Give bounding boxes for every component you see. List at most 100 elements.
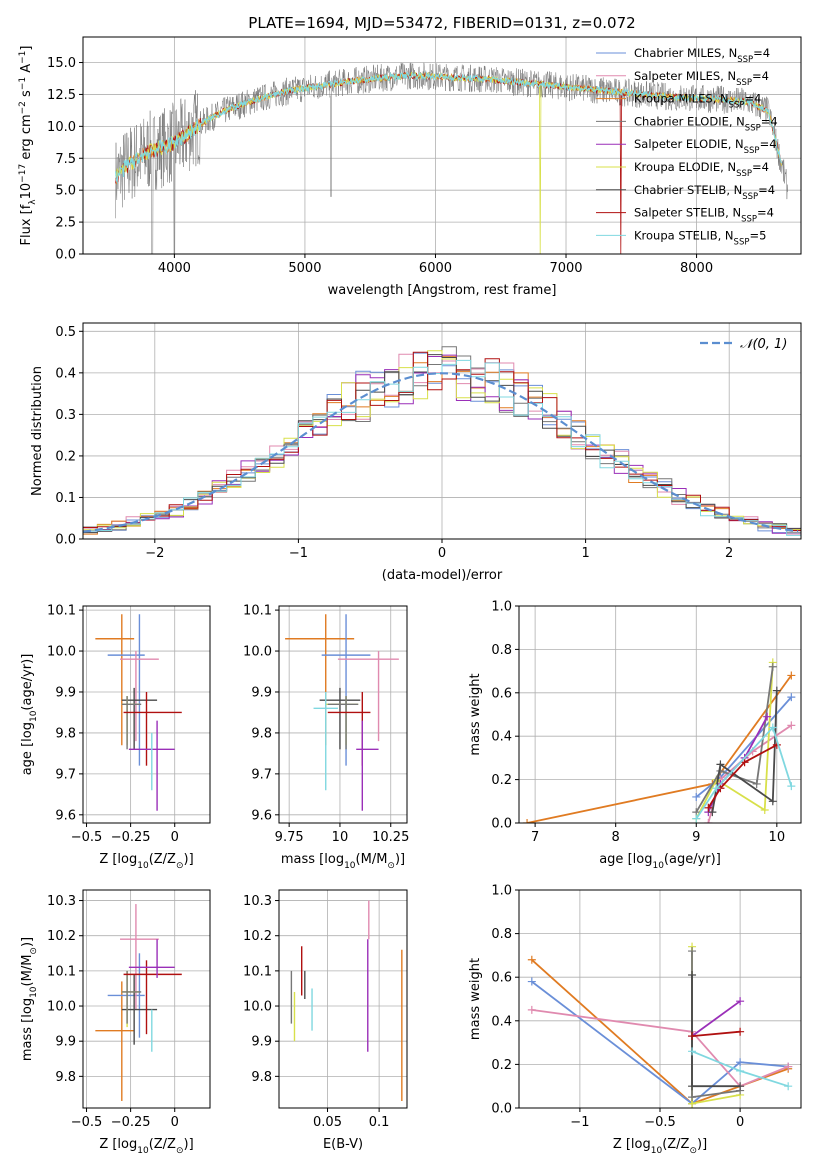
y-tick-label: 0.5 [55,325,76,340]
legend-label-sub: SSP [744,146,760,156]
marker-chabrier_stelib [768,797,777,806]
series-salpeter_elodie [691,1000,741,1037]
y-tick-label: 10.2 [47,929,76,944]
x-tick-label: 4000 [158,261,191,276]
series-salpeter_miles [531,1009,789,1088]
y-tick-label: 9.9 [55,1035,76,1050]
y-tick-label: 10.0 [47,120,76,135]
y-tick-label: 9.7 [251,767,272,782]
axis-label-part: ⊙ [176,861,184,871]
x-tick-label: 0.1 [369,1115,390,1130]
axis-label-part: 10 [137,1146,149,1156]
marker-kroupa_stelib [787,782,796,791]
axis-label-part: (age/yr)] [664,852,721,867]
x-tick-label: 9 [692,830,700,845]
y-tick-label: 15.0 [47,56,76,71]
axis-label: Z [log10(Z/Z⊙)] [99,852,193,871]
y-tick-label: 9.6 [55,808,76,823]
x-tick-label: −0.25 [111,1115,151,1130]
model-spectrum-kroupa_stelib [115,71,782,185]
y-tick-label: 0.0 [491,1102,512,1117]
residual-histogram-plot: −2 −1 0 1 2 0.0 0.1 0.2 0.3 0.4 0.5 𝒩(0, 1) (data-mo… [30,322,802,583]
marker-kroupa_stelib [736,1066,745,1075]
marker-chabrier_elodie [768,662,777,671]
y-tick-label: 10.1 [47,604,76,619]
y-tick-label: 9.7 [55,767,76,782]
series-chabrier_elodie [691,951,741,1099]
marker-kroupa_stelib [712,784,721,793]
x-tick-label: 9.75 [275,830,304,845]
y-tick-label: 0.2 [491,1058,512,1073]
legend-label-text: Salpeter STELIB, N [634,206,741,220]
marker-kroupa_stelib [692,814,701,823]
axis-label-part: 10 [29,710,39,722]
y-tick-label: 10.1 [243,604,272,619]
legend-label-text: Salpeter ELODIE, N [634,137,744,151]
axis-label-part: (Z/Z [149,1137,176,1152]
y-tick-label: 9.8 [55,1070,76,1085]
x-tick-label: 7 [531,830,539,845]
y-tick-label: 9.8 [55,726,76,741]
x-tick-label: 0 [171,830,179,845]
data-layer [527,942,793,1108]
marker-kroupa_miles [527,955,536,964]
x-tick-label: 10.25 [372,830,409,845]
marker-chabrier_miles [692,792,701,801]
y-tick-label: 0.4 [491,1014,512,1029]
axis-label-part: ⊙ [29,947,39,955]
y-tick-label: 0.1 [55,491,76,506]
x-tick-label: −0.5 [71,830,103,845]
y-tick-label: 10.0 [243,645,272,660]
axis-label: Z [log10(Z/Z⊙)] [613,1137,707,1156]
marker-salpeter_stelib [740,758,749,767]
axis-label-part: )] [697,1137,707,1152]
data-layer [83,346,801,537]
x-tick-label: −1 [289,546,308,561]
y-tick-label: 5.0 [55,184,76,199]
y-tick-label: 10.3 [47,894,76,909]
marker-salpeter_miles [787,721,796,730]
grid [279,890,407,1108]
legend-label-chabrier_elodie: Chabrier ELODIE, NSSP=4 [634,114,778,133]
y-axis-label: Flux [fλ10−17 erg cm−2 s−1 A−1] [18,46,38,246]
data-layer [95,904,182,1101]
legend-label-suffix: =4 [752,69,769,83]
axis-label-part: Z [log [99,852,137,867]
marker-salpeter_elodie [736,997,745,1006]
y-axis-label: mass weight [468,958,483,1040]
axis-label: age [log10(age/yr)] [20,654,39,776]
marker-chabrier_stelib [736,1082,745,1091]
marker-chabrier_miles [527,977,536,986]
y-tick-label: 0.0 [55,248,76,263]
x-axis-label: E(B-V) [323,1137,363,1152]
x-tick-label: −0.5 [71,1115,103,1130]
y-tick-label: 0.6 [491,971,512,986]
legend-label-sub: SSP [729,101,745,111]
plot-frame [82,889,211,1109]
legend-label-sub: SSP [742,192,758,202]
y-axis-label-part: −1 [18,51,28,64]
axis-label-part: (Z/Z [149,852,176,867]
y-tick-label: 10.2 [243,929,272,944]
series-chabrier_miles [531,980,789,1105]
legend-label-text: Kroupa MILES, N [634,92,729,106]
marker-kroupa_stelib [784,1082,793,1091]
y-tick-label: 0.2 [491,773,512,788]
gaussian-curve [83,372,799,533]
series-kroupa_elodie [695,662,774,820]
observed-spectrum [115,62,788,254]
legend-label-sub: SSP [736,169,752,179]
y-tick-label: 0.3 [55,408,76,423]
marker-salpeter_miles [784,1062,793,1071]
x-tick-label: −0.25 [111,830,151,845]
y-axis-label-part: 10 [19,183,34,200]
x-tick-label: 10 [769,830,786,845]
axis-label: Z [log10(Z/Z⊙)] [99,1137,193,1156]
axis-label-part: (Z/Z [662,1137,689,1152]
legend-label-text: Chabrier STELIB, N [634,183,742,197]
age-vs-metallicity-plot: −0.5 −0.25 09.69.79.89.910.010.1Z [log10(Z… [20,604,211,871]
y-tick-label: 10.0 [47,1000,76,1015]
x-tick-label: 0 [171,1115,179,1130]
legend-label-salpeter_elodie: Salpeter ELODIE, NSSP=4 [634,137,777,156]
